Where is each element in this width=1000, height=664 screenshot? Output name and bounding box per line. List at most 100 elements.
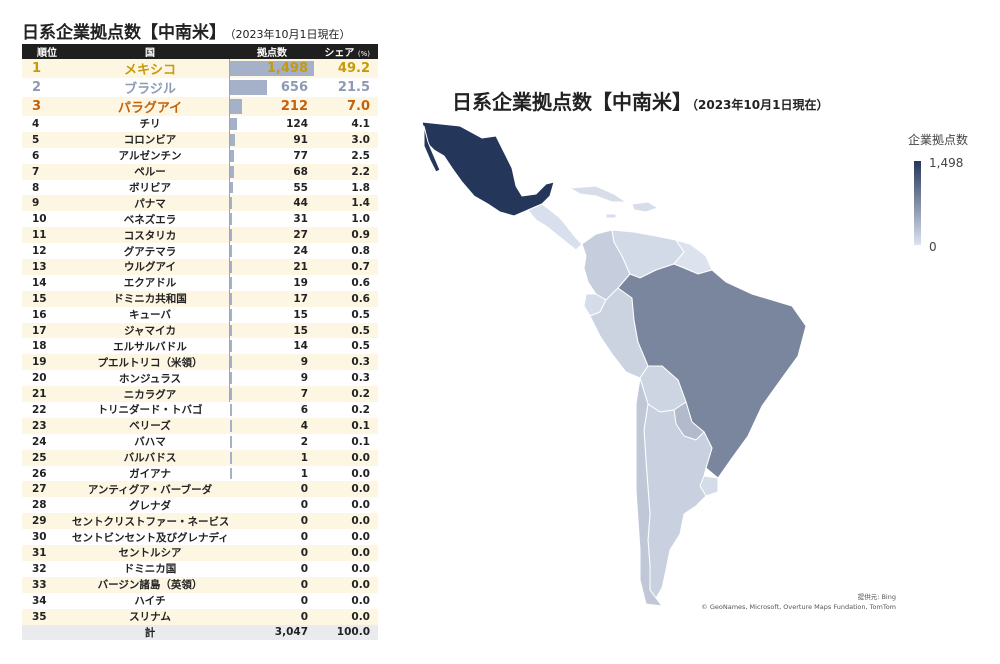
count-cell: 91: [228, 131, 316, 148]
count-value: 19: [293, 276, 308, 289]
count-bar: [230, 61, 314, 76]
rank-cell: 29: [22, 513, 72, 530]
count-bar: [230, 467, 232, 480]
country-cell: ウルグアイ: [72, 259, 228, 275]
country-shape-hispaniola[interactable]: [631, 201, 660, 213]
count-bar: [230, 197, 233, 210]
rank-cell: 28: [32, 499, 47, 512]
count-value: 0: [300, 562, 308, 575]
table-title-main: 日系企業拠点数【中南米】: [22, 23, 226, 43]
table-row: 9 パナマ 44 1.4: [22, 195, 378, 212]
share-cell: 0.0: [351, 531, 370, 544]
count-bar: [230, 435, 232, 448]
country-shape-baja-california[interactable]: [423, 125, 441, 173]
bar-axis: [229, 59, 230, 78]
rank-cell: 21: [22, 386, 72, 403]
country-shape-mexico[interactable]: [421, 121, 555, 217]
count-cell: 1: [228, 449, 316, 466]
header-count: 拠点数: [228, 44, 316, 59]
country-shape-central-america[interactable]: [527, 203, 583, 251]
map-credit-copyright: © GeoNames, Microsoft, Overture Maps Fun…: [701, 603, 896, 611]
count-cell: 2: [228, 434, 316, 450]
count-bar: [230, 292, 232, 305]
share-cell: 0.5: [316, 322, 378, 339]
country-cell: スリナム: [72, 608, 228, 625]
count-bar: [230, 340, 232, 353]
share-cell: 0.0: [316, 513, 378, 530]
count-cell: 31: [228, 211, 316, 228]
rank-cell: 26: [32, 467, 47, 480]
count-cell: 124: [228, 116, 316, 132]
bar-axis: [229, 227, 230, 244]
table-row: 13 ウルグアイ 21 0.7: [22, 259, 378, 275]
rank-cell: 18: [32, 340, 47, 353]
table-row: 2 ブラジル 656 21.5: [22, 78, 378, 97]
count-value: 656: [280, 80, 308, 95]
rank-cell: 31: [22, 545, 72, 561]
country-cell: セントビンセント及びグレナディーン諸島: [72, 531, 228, 544]
share-cell: 2.2: [316, 163, 378, 180]
table-title: 日系企業拠点数【中南米】 （2023年10月1日現在）: [22, 18, 351, 43]
bar-axis: [229, 179, 230, 196]
count-bar: [230, 404, 232, 416]
count-bar: [230, 451, 232, 464]
share-cell: 0.1: [351, 435, 370, 448]
count-cell: 24: [228, 243, 316, 260]
count-cell: 212: [228, 97, 316, 116]
rank-cell: 5: [22, 131, 72, 148]
count-cell: 0: [228, 608, 316, 625]
bar-axis: [229, 259, 230, 275]
country-cell: バージン諸島（英領）: [72, 576, 228, 593]
rank-cell: 13: [22, 259, 72, 275]
share-cell: 0.3: [351, 372, 370, 385]
count-value: 0: [300, 483, 308, 496]
table-row: 11 コスタリカ 27 0.9: [22, 227, 378, 244]
rank-cell: 15: [22, 290, 72, 307]
count-value: 15: [293, 308, 308, 321]
count-value: 31: [293, 213, 308, 226]
rank-cell: 11: [22, 227, 72, 244]
count-cell: 0: [228, 576, 316, 593]
share-cell: 7.0: [316, 97, 378, 116]
total-share: 100.0: [316, 624, 378, 641]
table-row: 33 バージン諸島（英領） 0 0.0: [22, 576, 378, 593]
country-cell: ニカラグア: [72, 386, 228, 403]
count-value: 0: [300, 610, 308, 623]
table-row: 5 コロンビア 91 3.0: [22, 131, 378, 148]
table-row: 22 トリニダード・トバゴ 6 0.2: [22, 402, 378, 418]
country-cell: バハマ: [134, 436, 166, 449]
count-cell: 1,498: [228, 59, 316, 78]
bar-axis: [229, 322, 230, 339]
country-shape-cuba[interactable]: [568, 185, 628, 203]
legend-max-label: 1,498: [929, 156, 964, 170]
table-body: 1 メキシコ 1,498 49.2 2 ブラジル 656 21.5 3 パラグアイ 212 7.0 4 チ…: [22, 59, 378, 625]
count-value: 24: [293, 245, 308, 258]
table-row: 29 セントクリストファー・ネービス 0 0.0: [22, 513, 378, 530]
table-row: 31 セントルシア 0 0.0: [22, 545, 378, 561]
table-row: 28 グレナダ 0 0.0: [22, 497, 378, 513]
share-cell: 0.7: [316, 259, 378, 275]
count-bar: [230, 308, 232, 321]
share-cell: 2.5: [351, 149, 370, 162]
table-row: 21 ニカラグア 7 0.2: [22, 386, 378, 403]
choropleth-map[interactable]: [400, 110, 820, 610]
rank-cell: 10: [32, 213, 47, 226]
table-total-row: 計 3,047 100.0: [22, 624, 378, 641]
bar-axis: [229, 97, 230, 116]
country-cell: ガイアナ: [129, 468, 171, 481]
share-cell: 0.5: [351, 308, 370, 321]
country-cell: トリニダード・トバゴ: [97, 404, 203, 417]
count-bar: [230, 229, 232, 242]
share-cell: 0.0: [351, 499, 370, 512]
country-cell: ドミニカ共和国: [72, 290, 228, 307]
count-value: 27: [293, 229, 308, 242]
rank-cell: 27: [22, 481, 72, 498]
total-label: 計: [72, 624, 228, 641]
rank-cell: 3: [22, 97, 72, 116]
country-shape-chile[interactable]: [635, 377, 664, 607]
table-row: 24 バハマ 2 0.1: [22, 434, 378, 450]
rank-cell: 19: [22, 354, 72, 371]
country-cell: コスタリカ: [72, 227, 228, 244]
country-shape-jamaica[interactable]: [605, 213, 617, 219]
count-bar: [230, 165, 234, 178]
